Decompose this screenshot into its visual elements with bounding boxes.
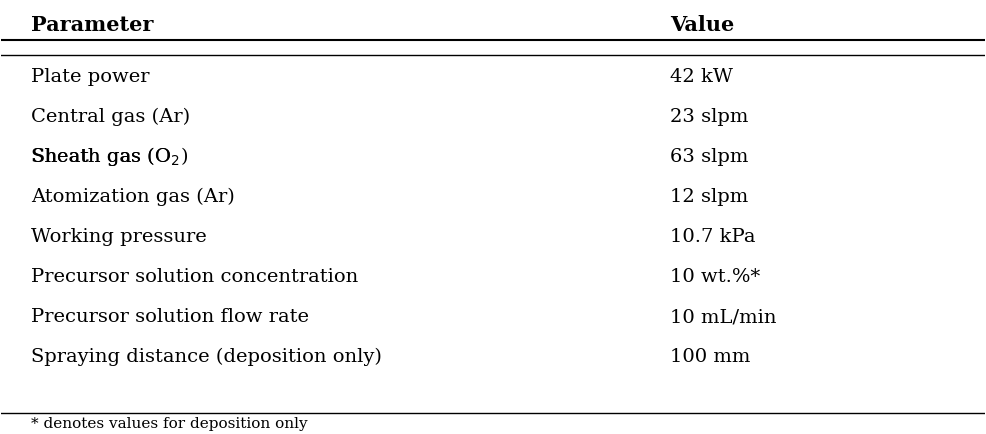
Text: 63 slpm: 63 slpm — [669, 148, 748, 166]
Text: Value: Value — [669, 15, 735, 35]
Text: Working pressure: Working pressure — [31, 228, 207, 246]
Text: Plate power: Plate power — [31, 68, 150, 86]
Text: 12 slpm: 12 slpm — [669, 188, 748, 206]
Text: 42 kW: 42 kW — [669, 68, 733, 86]
Text: 10 wt.%*: 10 wt.%* — [669, 268, 760, 286]
Text: Spraying distance (deposition only): Spraying distance (deposition only) — [31, 348, 382, 366]
Text: Sheath gas (O: Sheath gas (O — [31, 148, 171, 166]
Text: Sheath gas (O$_2$): Sheath gas (O$_2$) — [31, 145, 188, 168]
Text: 23 slpm: 23 slpm — [669, 108, 748, 126]
Text: Atomization gas (Ar): Atomization gas (Ar) — [31, 188, 235, 206]
Text: * denotes values for deposition only: * denotes values for deposition only — [31, 417, 308, 431]
Text: Parameter: Parameter — [31, 15, 153, 35]
Text: Precursor solution concentration: Precursor solution concentration — [31, 268, 358, 286]
Text: 10.7 kPa: 10.7 kPa — [669, 228, 755, 246]
Text: Precursor solution flow rate: Precursor solution flow rate — [31, 308, 309, 326]
Text: Central gas (Ar): Central gas (Ar) — [31, 108, 190, 126]
Text: 10 mL/min: 10 mL/min — [669, 308, 777, 326]
Text: 100 mm: 100 mm — [669, 349, 750, 366]
